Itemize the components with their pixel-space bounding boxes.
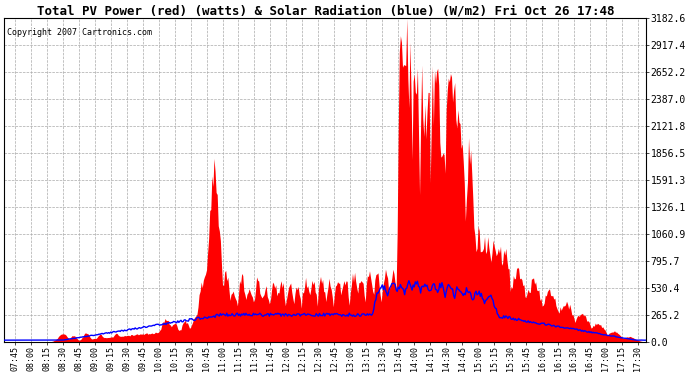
Text: Copyright 2007 Cartronics.com: Copyright 2007 Cartronics.com [8,28,152,37]
Title: Total PV Power (red) (watts) & Solar Radiation (blue) (W/m2) Fri Oct 26 17:48: Total PV Power (red) (watts) & Solar Rad… [37,4,614,17]
